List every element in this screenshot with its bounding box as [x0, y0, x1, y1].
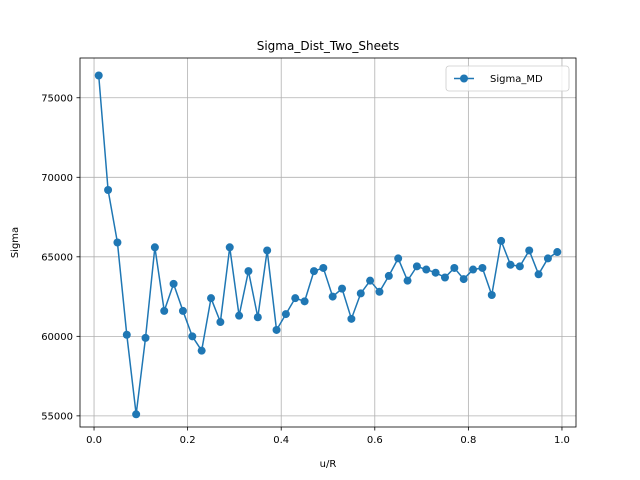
- data-point: [534, 270, 543, 279]
- x-tick-label: 0.6: [367, 435, 383, 446]
- data-point: [188, 332, 197, 341]
- data-point: [132, 410, 141, 419]
- data-point: [384, 271, 393, 280]
- data-point: [431, 268, 440, 277]
- data-point: [469, 265, 478, 274]
- x-tick-label: 0.2: [180, 435, 196, 446]
- data-point: [178, 306, 187, 315]
- data-point: [281, 310, 290, 319]
- data-point: [450, 263, 459, 272]
- x-tick-label: 0.8: [460, 435, 476, 446]
- data-point: [291, 294, 300, 303]
- data-point: [366, 276, 375, 285]
- data-point: [478, 263, 487, 272]
- data-point: [207, 294, 216, 303]
- data-point: [225, 243, 234, 252]
- data-point: [113, 238, 122, 247]
- x-tick-label: 1.0: [554, 435, 570, 446]
- data-point: [263, 246, 272, 255]
- grid-lines: [80, 58, 576, 427]
- data-point: [403, 276, 412, 285]
- data-point: [525, 246, 534, 255]
- data-point: [141, 333, 150, 342]
- legend-box: [445, 65, 570, 92]
- chart-title: Sigma_Dist_Two_Sheets: [257, 39, 400, 53]
- data-point: [543, 254, 552, 263]
- data-point: [553, 248, 562, 257]
- y-tick-label: 75000: [41, 93, 73, 104]
- legend-entry-sigma-md: Sigma_MD: [490, 74, 543, 85]
- axis-ticks: 0.0 0.2 0.4 0.6 0.8 1.0 55000 60000 65000 70000 75…: [41, 93, 570, 446]
- data-point: [422, 265, 431, 274]
- data-point: [412, 262, 421, 271]
- data-point: [328, 292, 337, 301]
- data-point: [347, 314, 356, 323]
- y-axis-label: Sigma: [10, 227, 21, 258]
- data-point: [169, 279, 178, 288]
- y-tick-label: 70000: [41, 173, 73, 184]
- data-point: [394, 254, 403, 263]
- data-point: [197, 346, 206, 355]
- data-point: [244, 267, 253, 276]
- data-point: [497, 236, 506, 245]
- data-point: [122, 330, 131, 339]
- data-point: [375, 287, 384, 296]
- y-tick-label: 65000: [41, 252, 73, 263]
- data-point: [253, 313, 262, 322]
- y-tick-label: 60000: [41, 332, 73, 343]
- legend: Sigma_MD: [445, 65, 570, 92]
- legend-marker-sample: [460, 74, 468, 83]
- x-tick-label: 0.4: [273, 435, 289, 446]
- data-point: [338, 284, 347, 293]
- data-point: [487, 290, 496, 299]
- y-tick-label: 55000: [41, 411, 73, 422]
- data-point: [515, 262, 524, 271]
- data-point: [160, 306, 169, 315]
- data-point: [309, 267, 318, 276]
- data-point: [94, 71, 103, 80]
- series-layer: [94, 71, 562, 419]
- data-point: [319, 263, 328, 272]
- data-point: [356, 289, 365, 298]
- data-point: [235, 311, 244, 320]
- data-point: [459, 275, 468, 284]
- plot-area: [80, 58, 576, 427]
- data-point: [506, 260, 515, 269]
- x-tick-label: 0.0: [86, 435, 102, 446]
- data-point: [216, 318, 225, 327]
- data-point: [150, 243, 159, 252]
- x-axis-label: u/R: [320, 459, 337, 470]
- data-point: [440, 273, 449, 282]
- data-point: [300, 297, 309, 306]
- data-point: [272, 325, 281, 334]
- data-point: [104, 186, 113, 195]
- axes-frame: [79, 57, 577, 428]
